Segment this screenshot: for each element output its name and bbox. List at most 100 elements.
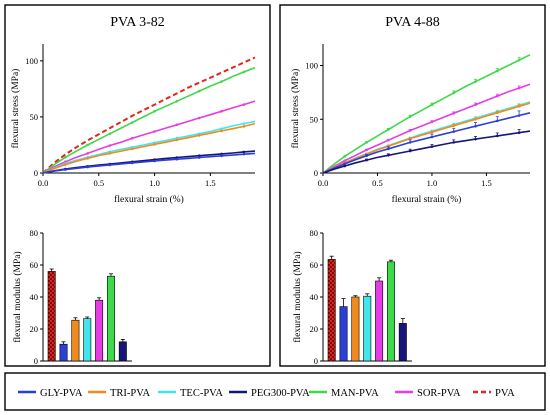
- data-point: [517, 114, 521, 117]
- y-tick-label: 60: [30, 260, 39, 270]
- data-point: [408, 141, 412, 144]
- data-point: [153, 110, 156, 113]
- legend-label: TRI-PVA: [110, 388, 150, 399]
- y-tick-label: 20: [30, 324, 39, 334]
- data-point: [64, 155, 67, 159]
- data-point: [343, 155, 347, 158]
- data-point: [130, 147, 134, 151]
- data-point: [242, 150, 246, 154]
- data-point: [517, 58, 521, 62]
- legend: GLY-PVA TRI-PVA TEC-PVA PEG300-PVA MAN-PVA SO…: [18, 388, 515, 399]
- legend-label: SOR-PVA: [417, 388, 461, 399]
- data-point: [343, 159, 347, 162]
- line-chart-pva-4-88: 0.0 0.5 1.0 1.5 0 50 100 flexural strain (%) fle…: [290, 44, 531, 205]
- data-point: [474, 117, 477, 121]
- data-point: [242, 125, 246, 128]
- data-point: [365, 154, 368, 158]
- y-tick-label: 0: [34, 356, 38, 366]
- data-point: [430, 120, 434, 124]
- bar-gly-pva: [339, 306, 348, 362]
- data-point: [175, 157, 179, 161]
- bar-peg300-pva: [398, 323, 407, 362]
- data-point: [175, 138, 179, 142]
- y-tick-label: 100: [305, 61, 318, 71]
- panel-frame-right: [279, 4, 546, 367]
- x-tick-label: 0.5: [372, 178, 383, 188]
- bar-sor-pva: [95, 299, 104, 362]
- data-point: [474, 80, 477, 83]
- data-point: [343, 162, 347, 166]
- series-line-gly-pva: [42, 152, 256, 174]
- legend-label: PEG300-PVA: [251, 388, 310, 399]
- y-tick-label: 0: [314, 168, 318, 178]
- data-point: [517, 105, 521, 108]
- data-point: [242, 70, 246, 74]
- data-point: [452, 130, 456, 133]
- data-point: [430, 135, 434, 139]
- data-point: [430, 145, 434, 148]
- series-line-gly-pva: [322, 112, 531, 174]
- data-point: [474, 137, 477, 141]
- data-point: [153, 130, 156, 133]
- data-point: [408, 129, 412, 132]
- data-point: [197, 154, 201, 158]
- bar-tri-pva: [71, 319, 80, 362]
- series-line-pva: [42, 56, 256, 174]
- series-line-man-pva: [322, 54, 531, 174]
- data-point: [220, 110, 223, 113]
- series-line-man-pva: [42, 66, 256, 174]
- data-point: [86, 152, 89, 155]
- data-point: [197, 89, 201, 93]
- legend-label: PVA: [495, 388, 515, 399]
- data-point: [408, 115, 412, 118]
- panel-title: PVA 3-82: [110, 15, 165, 30]
- y-tick-label: 0: [314, 356, 318, 366]
- data-point: [387, 138, 390, 142]
- x-tick-label: 1.0: [149, 178, 160, 188]
- legend-label: TEC-PVA: [180, 388, 223, 399]
- data-point: [153, 159, 156, 163]
- x-tick-label: 0.5: [93, 178, 104, 188]
- x-tick-label: 1.5: [481, 178, 492, 188]
- data-point: [108, 144, 112, 147]
- series-line-tri-pva: [322, 102, 531, 174]
- y-axis-label: flexural modulus (MPa): [12, 251, 23, 342]
- legend-label: GLY-PVA: [40, 388, 83, 399]
- x-tick-label: 1.5: [205, 178, 216, 188]
- y-tick-label: 50: [30, 112, 39, 122]
- bar-man-pva: [386, 261, 395, 362]
- series-line-sor-pva: [42, 100, 256, 174]
- y-axis-label: flexural stress (MPa): [10, 69, 21, 149]
- data-point: [86, 165, 89, 169]
- data-point: [242, 152, 246, 156]
- data-point: [365, 148, 368, 152]
- bar-chart-pva-4-88: 0 20 40 60 80 flexural modulus (MPa): [292, 228, 412, 366]
- bar-chart-pva-3-82: 0 20 40 60 80 flexural modulus (MPa): [12, 228, 132, 366]
- data-point: [86, 157, 89, 160]
- data-point: [496, 94, 499, 98]
- data-point: [197, 116, 201, 120]
- y-tick-label: 100: [25, 56, 38, 66]
- data-point: [108, 132, 112, 136]
- data-point: [197, 134, 201, 137]
- x-axis-label: flexural strain (%): [392, 194, 462, 205]
- bar-peg300-pva: [118, 341, 127, 362]
- series-line-tec-pva: [42, 120, 256, 174]
- data-point: [242, 103, 246, 106]
- series-line-sor-pva: [322, 83, 531, 174]
- data-point: [517, 86, 521, 90]
- data-point: [496, 69, 499, 73]
- data-point: [452, 141, 456, 144]
- data-point: [387, 153, 390, 157]
- data-point: [108, 163, 112, 167]
- bar-gly-pva: [59, 343, 68, 362]
- bar-tri-pva: [351, 296, 360, 362]
- y-tick-label: 40: [30, 292, 39, 302]
- x-tick-label: 0.0: [318, 178, 329, 188]
- y-tick-label: 0: [34, 168, 38, 178]
- legend-frame: [4, 372, 546, 411]
- data-point: [197, 156, 201, 159]
- data-point: [365, 141, 368, 144]
- bar-pva: [47, 271, 56, 362]
- data-point: [130, 136, 134, 140]
